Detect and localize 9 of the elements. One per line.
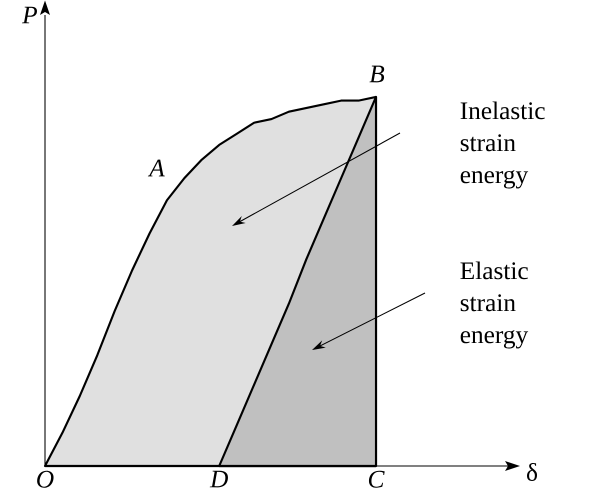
x-tick-label: C bbox=[368, 470, 385, 488]
y-axis-title: P bbox=[22, 6, 37, 24]
annotation: A bbox=[148, 160, 165, 176]
text: B bbox=[370, 66, 384, 82]
x-tick-label: O bbox=[37, 470, 54, 488]
text: Elastic strain energy bbox=[460, 261, 528, 349]
text: δ bbox=[527, 463, 538, 481]
x-tick-label: D bbox=[210, 470, 228, 488]
text: Inelastic strain energy bbox=[460, 101, 545, 189]
